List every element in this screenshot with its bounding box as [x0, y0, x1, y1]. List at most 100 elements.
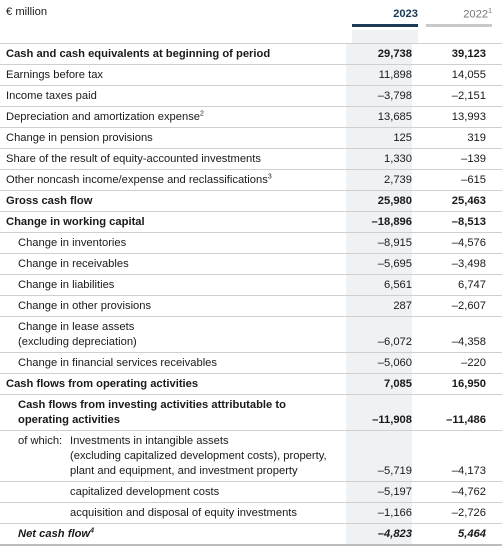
value-2022: 6,747 — [458, 279, 486, 291]
row-label: Earnings before tax — [6, 69, 104, 81]
value-2023: –5,719 — [346, 431, 412, 481]
value-2023: –5,695 — [346, 254, 412, 274]
column-header-2022-note: 1 — [488, 8, 492, 15]
row-label-line-1: Cash flows from investing activities att… — [18, 399, 286, 411]
column-header-2022: 20221 — [426, 8, 492, 21]
row-label-text: Other noncash income/expense and reclass… — [6, 174, 268, 186]
value-2023: 2,739 — [346, 170, 412, 190]
table-row: Change in inventories –8,915 –4,576 — [0, 233, 502, 254]
row-label: Change in liabilities — [18, 279, 115, 291]
footnote-marker: 4 — [90, 527, 95, 535]
table-row: acquisition and disposal of equity inves… — [0, 503, 502, 524]
value-2022: –3,498 — [451, 258, 486, 270]
row-label: Change in inventories — [18, 237, 127, 249]
table-row: Change in pension provisions 125 319 — [0, 128, 502, 149]
value-2022: –2,151 — [451, 90, 486, 102]
unit-label: € million — [6, 6, 48, 18]
column-2023-accent-bar — [352, 24, 418, 27]
row-label: acquisition and disposal of equity inves… — [70, 507, 297, 519]
column-2023-shade-gap — [352, 30, 418, 44]
row-label: Other noncash income/expense and reclass… — [0, 170, 344, 190]
value-2023: –5,197 — [346, 482, 412, 502]
row-label: Cash flows from operating activities — [6, 378, 199, 390]
table-row: Change in financial services receivables… — [0, 353, 502, 374]
footnote-marker: 2 — [200, 110, 204, 118]
value-2022: –4,576 — [451, 237, 486, 249]
table-row: Cash flows from investing activities att… — [0, 395, 502, 431]
value-2022: –4,173 — [451, 465, 486, 477]
of-which-line-2: (excluding capitalized development costs… — [70, 450, 327, 462]
row-label-line-2: operating activities — [18, 414, 120, 426]
value-2023: –1,166 — [346, 503, 412, 523]
row-label: Net cash flow4 — [0, 524, 344, 544]
of-which-prefix: of which: — [18, 435, 63, 447]
value-2023: 11,898 — [346, 65, 412, 85]
row-label: Income taxes paid — [6, 90, 97, 102]
of-which-text: Investments in intangible assets (exclud… — [70, 434, 344, 479]
footnote-marker: 3 — [267, 173, 272, 181]
table-row: Change in other provisions 287 –2,607 — [0, 296, 502, 317]
value-2023: –3,798 — [346, 86, 412, 106]
column-2022-accent-bar — [426, 24, 492, 27]
of-which-line-1: Investments in intangible assets — [70, 435, 229, 447]
value-2022: –615 — [461, 174, 486, 186]
value-2022: –8,513 — [451, 216, 486, 228]
value-2023: –18,896 — [346, 212, 412, 232]
row-label: Cash and cash equivalents at beginning o… — [6, 48, 271, 60]
table-row: of which: Investments in intangible asse… — [0, 431, 502, 482]
value-2022: 13,993 — [451, 111, 486, 123]
value-2023: 6,561 — [346, 275, 412, 295]
row-label: Change in working capital — [6, 216, 145, 228]
row-label: Depreciation and amortization expense2 — [0, 107, 344, 127]
value-2023: –6,072 — [346, 317, 412, 352]
table-row: Change in receivables –5,695 –3,498 — [0, 254, 502, 275]
table-row: Depreciation and amortization expense2 1… — [0, 107, 502, 128]
value-2023: –8,915 — [346, 233, 412, 253]
of-which-label: of which: Investments in intangible asse… — [0, 431, 344, 481]
value-2023: 125 — [346, 128, 412, 148]
table-row: Gross cash flow 25,980 25,463 — [0, 191, 502, 212]
value-2023: –5,060 — [346, 353, 412, 373]
row-label-text: Depreciation and amortization expense — [6, 111, 201, 123]
row-label: Cash flows from investing activities att… — [0, 395, 344, 430]
value-2022: –2,726 — [451, 507, 486, 519]
row-label: Share of the result of equity-accounted … — [6, 153, 261, 165]
value-2022: –220 — [461, 357, 486, 369]
value-2023: 287 — [346, 296, 412, 316]
row-label: Change in lease assets (excluding deprec… — [0, 317, 344, 352]
row-label-text: Net cash flow — [18, 528, 91, 540]
row-label: capitalized development costs — [70, 486, 220, 498]
table-row: Cash flows from operating activities 7,0… — [0, 374, 502, 395]
of-which-line-3: plant and equipment, and investment prop… — [70, 465, 298, 477]
table-row: Cash and cash equivalents at beginning o… — [0, 44, 502, 65]
cash-flow-table: Cash and cash equivalents at beginning o… — [0, 43, 502, 546]
value-2022: 25,463 — [451, 195, 486, 207]
table-row: Income taxes paid –3,798 –2,151 — [0, 86, 502, 107]
table-row: Net cash flow4 –4,823 5,464 — [0, 524, 502, 546]
row-label: Change in other provisions — [18, 300, 152, 312]
table-row: capitalized development costs –5,197 –4,… — [0, 482, 502, 503]
value-2023: 7,085 — [346, 374, 412, 394]
table-row: Other noncash income/expense and reclass… — [0, 170, 502, 191]
value-2023: 29,738 — [346, 44, 412, 64]
table-row: Change in liabilities 6,561 6,747 — [0, 275, 502, 296]
table-header: € million 2023 20221 — [0, 0, 502, 44]
value-2022: 5,464 — [458, 528, 486, 540]
value-2022: –11,486 — [446, 414, 486, 426]
row-label: Change in receivables — [18, 258, 129, 270]
value-2022: 319 — [467, 132, 486, 144]
value-2022: –4,358 — [451, 336, 486, 348]
row-label: Change in pension provisions — [6, 132, 153, 144]
value-2023: 25,980 — [346, 191, 412, 211]
value-2022: 14,055 — [451, 69, 486, 81]
value-2022: –4,762 — [451, 486, 486, 498]
value-2022: –139 — [461, 153, 486, 165]
table-row: Change in working capital –18,896 –8,513 — [0, 212, 502, 233]
value-2022: 39,123 — [451, 48, 486, 60]
value-2023: 13,685 — [346, 107, 412, 127]
value-2023: –11,908 — [346, 395, 412, 430]
value-2022: –2,607 — [451, 300, 486, 312]
row-label: Gross cash flow — [6, 195, 93, 207]
row-label-line-2: (excluding depreciation) — [18, 336, 137, 348]
